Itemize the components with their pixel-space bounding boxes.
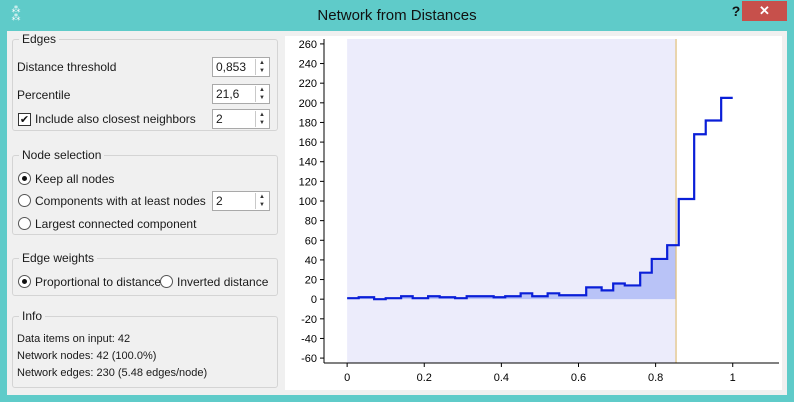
y-tick-label: 60 bbox=[305, 235, 317, 247]
x-tick-label: 0.8 bbox=[648, 372, 663, 384]
distance-histogram-plot[interactable]: 260 240 220 200 180 160 140 120 100 80 60 40 20 0 -20-… bbox=[285, 36, 782, 390]
distance-threshold-value: 0,853 bbox=[216, 60, 247, 74]
edge-weights-group: Edge weights Proportional to distance In… bbox=[12, 251, 278, 296]
group-title-info: Info bbox=[19, 309, 46, 323]
info-group: Info Data items on input: 42 Network nod… bbox=[12, 309, 278, 388]
area-under-curve bbox=[347, 245, 677, 300]
percentile-spinbox[interactable]: 21,6 ▲ ▼ bbox=[212, 84, 270, 104]
info-data-items: Data items on input: 42 bbox=[17, 333, 131, 345]
network-icon: ⁂ ⁂ bbox=[11, 5, 21, 23]
spin-arrows: ▲ ▼ bbox=[255, 111, 268, 127]
group-title-edge-weights: Edge weights bbox=[19, 251, 98, 265]
x-tick-label: 0.4 bbox=[494, 372, 509, 384]
inverted-distance-label: Inverted distance bbox=[177, 275, 269, 289]
spin-down-icon[interactable]: ▼ bbox=[259, 95, 265, 101]
closest-neighbors-checkbox[interactable]: ✔ bbox=[18, 113, 31, 126]
y-tick-label: 0 bbox=[311, 294, 317, 306]
spin-up-icon[interactable]: ▲ bbox=[259, 112, 265, 118]
series-line bbox=[347, 96, 733, 301]
info-network-edges: Network edges: 230 (5.48 edges/node) bbox=[17, 367, 208, 379]
y-tick-label: 160 bbox=[299, 137, 317, 149]
info-network-nodes: Network nodes: 42 (100.0%) bbox=[17, 350, 157, 362]
radio-proportional-distance[interactable] bbox=[18, 275, 31, 288]
y-tick-label: 260 bbox=[299, 39, 317, 51]
spin-up-icon[interactable]: ▲ bbox=[259, 87, 265, 93]
y-tick-label: -40 bbox=[301, 333, 317, 345]
y-tick-label: 20 bbox=[305, 275, 317, 287]
closest-neighbors-label: Include also closest neighbors bbox=[35, 112, 196, 126]
largest-component-label: Largest connected component bbox=[35, 217, 197, 231]
x-tick-label: 1 bbox=[730, 372, 736, 384]
group-title-node-selection: Node selection bbox=[19, 148, 105, 162]
spin-arrows: ▲ ▼ bbox=[255, 86, 268, 102]
y-tick-label: 120 bbox=[299, 176, 317, 188]
checkmark-icon: ✔ bbox=[19, 113, 30, 126]
radio-keep-all-nodes[interactable] bbox=[18, 172, 31, 185]
components-min-nodes-label: Components with at least nodes bbox=[35, 194, 206, 208]
spin-arrows: ▲ ▼ bbox=[255, 59, 268, 75]
y-tick-label: 220 bbox=[299, 78, 317, 90]
closest-neighbors-value: 2 bbox=[216, 112, 223, 126]
x-tick-label: 0.2 bbox=[417, 372, 432, 384]
node-selection-group: Node selection Keep all nodes Components… bbox=[12, 148, 278, 235]
close-icon: ✕ bbox=[759, 3, 770, 18]
x-tick-label: 0 bbox=[344, 372, 350, 384]
min-nodes-value: 2 bbox=[216, 194, 223, 208]
proportional-distance-label: Proportional to distance bbox=[35, 275, 162, 289]
y-tick-label: 100 bbox=[299, 196, 317, 208]
x-tick-label: 0.6 bbox=[571, 372, 586, 384]
title-bar[interactable]: ⁂ ⁂ Network from Distances ? ✕ bbox=[0, 0, 794, 31]
help-button[interactable]: ? bbox=[731, 3, 741, 19]
closest-neighbors-spinbox[interactable]: 2 ▲ ▼ bbox=[212, 109, 270, 129]
y-tick-label: 40 bbox=[305, 255, 317, 267]
distance-threshold-label: Distance threshold bbox=[17, 60, 117, 74]
radio-largest-component[interactable] bbox=[18, 217, 31, 230]
radio-inverted-distance[interactable] bbox=[160, 275, 173, 288]
spin-arrows: ▲ ▼ bbox=[255, 193, 268, 209]
radio-components-min-nodes[interactable] bbox=[18, 194, 31, 207]
y-tick-label: 80 bbox=[305, 216, 317, 228]
distance-threshold-spinbox[interactable]: 0,853 ▲ ▼ bbox=[212, 57, 270, 77]
min-nodes-spinbox[interactable]: 2 ▲ ▼ bbox=[212, 191, 270, 211]
y-tick-label: 140 bbox=[299, 157, 317, 169]
group-title-edges: Edges bbox=[19, 32, 60, 46]
spin-up-icon[interactable]: ▲ bbox=[259, 60, 265, 66]
y-tick-label: -20 bbox=[301, 314, 317, 326]
close-button[interactable]: ✕ bbox=[742, 1, 787, 21]
y-tick-label: 200 bbox=[299, 98, 317, 110]
percentile-label: Percentile bbox=[17, 88, 71, 102]
spin-down-icon[interactable]: ▼ bbox=[259, 202, 265, 208]
spin-down-icon[interactable]: ▼ bbox=[259, 68, 265, 74]
window-content: Edges Distance threshold 0,853 ▲ ▼ Perce… bbox=[7, 31, 787, 395]
y-tick-label: 240 bbox=[299, 59, 317, 71]
y-tick-label: -60 bbox=[301, 353, 317, 365]
edges-group: Edges Distance threshold 0,853 ▲ ▼ Perce… bbox=[12, 32, 278, 131]
percentile-value: 21,6 bbox=[216, 87, 240, 101]
spin-down-icon[interactable]: ▼ bbox=[259, 120, 265, 126]
spin-up-icon[interactable]: ▲ bbox=[259, 194, 265, 200]
window-title: Network from Distances bbox=[317, 7, 477, 24]
y-tick-label: 180 bbox=[299, 117, 317, 129]
keep-all-nodes-label: Keep all nodes bbox=[35, 172, 115, 186]
selected-region bbox=[347, 39, 677, 363]
plot-svg: 260240220200180160140120100806040200-20-… bbox=[299, 39, 779, 384]
